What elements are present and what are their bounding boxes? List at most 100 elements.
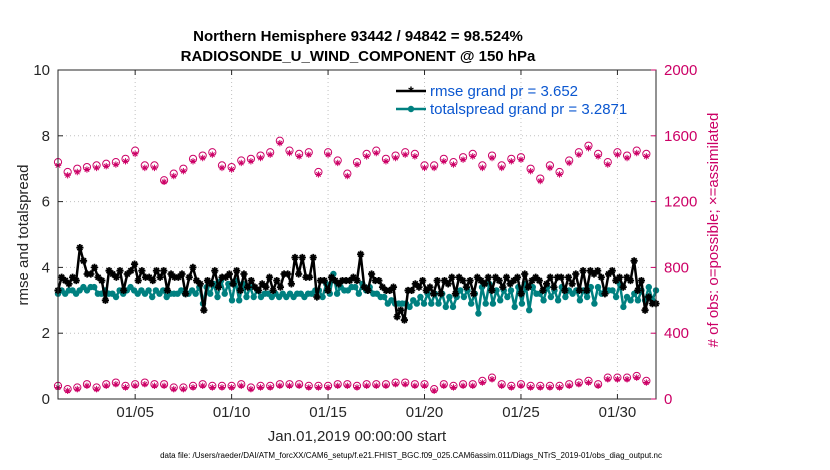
- obs-lower-assimilated-marker: [459, 382, 467, 390]
- obs-upper-assimilated-marker: [450, 161, 457, 168]
- obs-upper-assimilated-marker: [402, 151, 409, 158]
- rmse-point: [58, 273, 66, 281]
- obs-lower-assimilated-marker: [585, 379, 592, 386]
- obs-lower-assimilated-marker: [344, 382, 351, 390]
- rmse-point: [313, 293, 321, 301]
- obs-lower-assimilated-marker: [508, 384, 515, 391]
- spread-point: [149, 293, 156, 301]
- obs-lower-assimilated-marker: [103, 382, 110, 390]
- rmse-point: [218, 273, 226, 281]
- obs-lower-assimilated-marker: [430, 387, 438, 394]
- obs-upper-assimilated-marker: [103, 163, 110, 170]
- obs-lower-assimilated-marker: [286, 382, 293, 390]
- obs-upper-assimilated-marker: [131, 150, 139, 158]
- obs-lower-assimilated-marker: [247, 385, 255, 393]
- spread-point: [489, 300, 497, 307]
- y-tick-label: 2: [42, 325, 50, 342]
- grid: [58, 70, 656, 399]
- obs-lower-assimilated-marker: [382, 382, 390, 390]
- y-tick-label: 10: [33, 62, 50, 79]
- obs-upper-assimilated-marker: [286, 149, 293, 157]
- chart-title-line1: Northern Hemisphere 93442 / 94842 = 98.5…: [193, 28, 523, 45]
- rmse-point: [612, 276, 620, 285]
- rmse-point: [284, 270, 292, 278]
- rmse-point: [597, 273, 605, 281]
- obs-lower-assimilated-marker: [604, 376, 611, 383]
- obs-upper-assimilated-marker: [209, 151, 216, 158]
- obs-upper-assimilated-marker: [170, 172, 177, 180]
- rmse-point: [630, 257, 638, 265]
- rmse-point: [258, 280, 266, 288]
- rmse-point: [517, 290, 525, 298]
- spread-point: [446, 293, 453, 301]
- spread-point: [192, 290, 199, 297]
- spread-point: [243, 293, 250, 301]
- rmse-point: [302, 273, 310, 281]
- spread-point: [417, 293, 424, 301]
- rmse-point: [444, 280, 452, 288]
- rmse-point: [553, 273, 562, 281]
- rmse-point: [156, 273, 164, 281]
- y-right-tick-label: 2000: [664, 62, 697, 79]
- rmse-point: [335, 280, 343, 288]
- obs-upper-assimilated-marker: [112, 161, 120, 168]
- rmse-point: [506, 280, 514, 288]
- spread-point: [645, 283, 652, 291]
- obs-lower-assimilated-marker: [266, 384, 274, 391]
- rmse-point: [160, 267, 168, 275]
- rmse-point: [90, 263, 99, 271]
- rmse-point: [65, 280, 73, 288]
- rmse-point: [429, 290, 438, 298]
- rmse-point: [459, 276, 467, 285]
- obs-lower-assimilated-marker: [537, 384, 544, 391]
- obs-lower-assimilated-marker: [421, 382, 428, 390]
- rmse-point: [477, 276, 485, 285]
- obs-upper-assimilated-marker: [614, 151, 621, 158]
- spread-point: [420, 300, 428, 307]
- rmse-point: [572, 270, 580, 278]
- x-axis-label: Jan.01,2019 00:00:00 start: [268, 428, 447, 445]
- obs-lower-assimilated-marker: [498, 382, 505, 390]
- x-tick-label: 01/15: [309, 404, 347, 421]
- rmse-point: [163, 286, 171, 295]
- obs-upper-assimilated-marker: [344, 172, 351, 180]
- rmse-point: [400, 316, 409, 324]
- rmse-point: [353, 276, 361, 285]
- rmse-point: [207, 280, 215, 288]
- spread-point: [609, 287, 616, 294]
- rmse-point: [357, 250, 365, 258]
- rmse-point: [451, 290, 460, 298]
- obs-upper-assimilated-marker: [295, 153, 303, 160]
- legend-spread-label: totalspread grand pr = 3.2871: [430, 101, 627, 118]
- rmse-point: [101, 296, 110, 304]
- obs-lower-assimilated-marker: [112, 380, 120, 388]
- rmse-point: [568, 280, 576, 288]
- rmse-point: [393, 313, 401, 321]
- obs-lower-assimilated-marker: [131, 382, 139, 390]
- rmse-point: [648, 299, 656, 308]
- obs-lower-assimilated-marker: [170, 385, 177, 393]
- obs-lower-assimilated-marker: [575, 380, 583, 388]
- spread-point: [112, 293, 120, 301]
- rmse-point: [171, 273, 179, 281]
- obs-upper-assimilated-marker: [218, 164, 226, 172]
- spread-point: [352, 283, 359, 291]
- obs-upper-assimilated-marker: [594, 153, 602, 160]
- spread-point: [207, 290, 214, 297]
- rmse-point: [229, 280, 237, 288]
- spread-point: [225, 280, 232, 288]
- rmse-point: [579, 267, 587, 275]
- rmse-point: [543, 280, 551, 288]
- legend: * rmse grand pr = 3.652 totalspread gran…: [396, 83, 627, 118]
- spread-point: [594, 283, 602, 291]
- spread-point: [482, 300, 489, 307]
- spread-point: [518, 300, 526, 307]
- obs-upper-assimilated-marker: [64, 172, 71, 179]
- obs-lower-assimilated-marker: [238, 382, 245, 390]
- rmse-point: [127, 267, 135, 275]
- rmse-point: [594, 267, 602, 275]
- rmse-point: [109, 270, 117, 278]
- rmse-point: [185, 273, 193, 281]
- obs-upper-assimilated-marker: [266, 151, 274, 158]
